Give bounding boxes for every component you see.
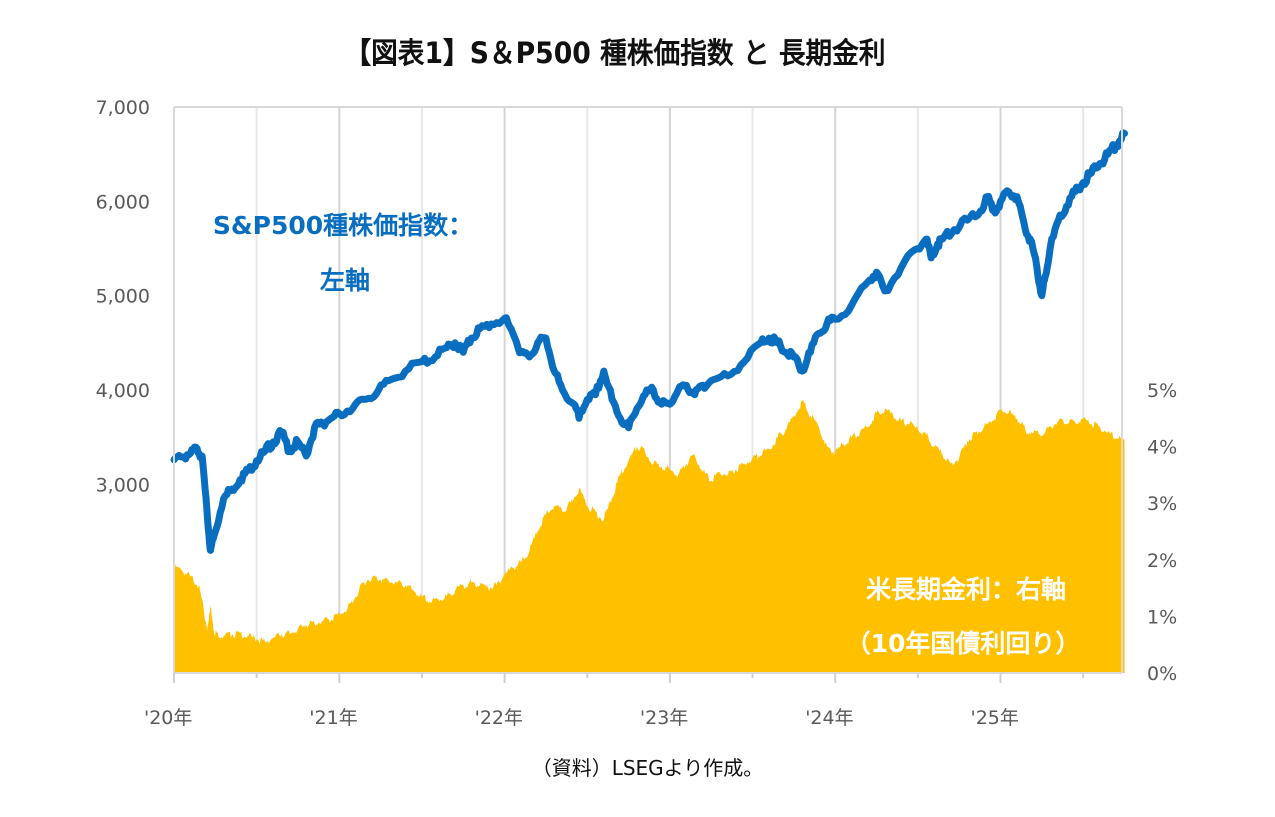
x-tick-label: '21年 xyxy=(309,707,357,729)
chart-title: 【図表1】S＆P500 種株価指数 と 長期金利 xyxy=(344,36,886,70)
x-tick-label: '25年 xyxy=(971,707,1019,729)
right-tick-label: 1% xyxy=(1147,606,1177,628)
x-tick-label: '20年 xyxy=(144,707,192,729)
yield-series xyxy=(174,399,1125,673)
x-tick-label: '22年 xyxy=(475,707,523,729)
sp500-series xyxy=(170,129,1128,554)
left-tick-label: 3,000 xyxy=(96,474,150,496)
right-tick-label: 4% xyxy=(1147,437,1177,459)
left-tick-label: 6,000 xyxy=(96,191,150,213)
sp500-line xyxy=(170,129,1128,554)
left-tick-label: 5,000 xyxy=(96,286,150,308)
right-tick-label: 2% xyxy=(1147,550,1177,572)
right-tick-label: 5% xyxy=(1147,380,1177,402)
right-tick-label: 0% xyxy=(1147,663,1177,685)
x-tick-label: '24年 xyxy=(805,707,853,729)
sp500-annotation-line1: S&P500種株価指数： xyxy=(213,211,473,240)
plot-frame xyxy=(173,106,1123,683)
sp500-annotation-line2: 左軸 xyxy=(320,266,370,295)
right-axis: 0% 1% 2% 3% 4% 5% xyxy=(1147,380,1177,685)
left-axis: 3,000 4,000 5,000 6,000 7,000 xyxy=(96,97,150,496)
x-tick-label: '23年 xyxy=(640,707,688,729)
source-note: （資料）LSEGより作成。 xyxy=(531,756,764,780)
left-tick-label: 7,000 xyxy=(96,97,150,119)
x-axis: '20年 '21年 '22年 '23年 '24年 '25年 xyxy=(144,707,1019,729)
right-tick-label: 3% xyxy=(1147,493,1177,515)
left-tick-label: 4,000 xyxy=(96,380,150,402)
yield-annotation-line1: 米長期金利：右軸 xyxy=(866,575,1066,604)
yield-area xyxy=(174,399,1125,673)
yield-annotation-line2: （10年国債利回り） xyxy=(846,629,1081,658)
